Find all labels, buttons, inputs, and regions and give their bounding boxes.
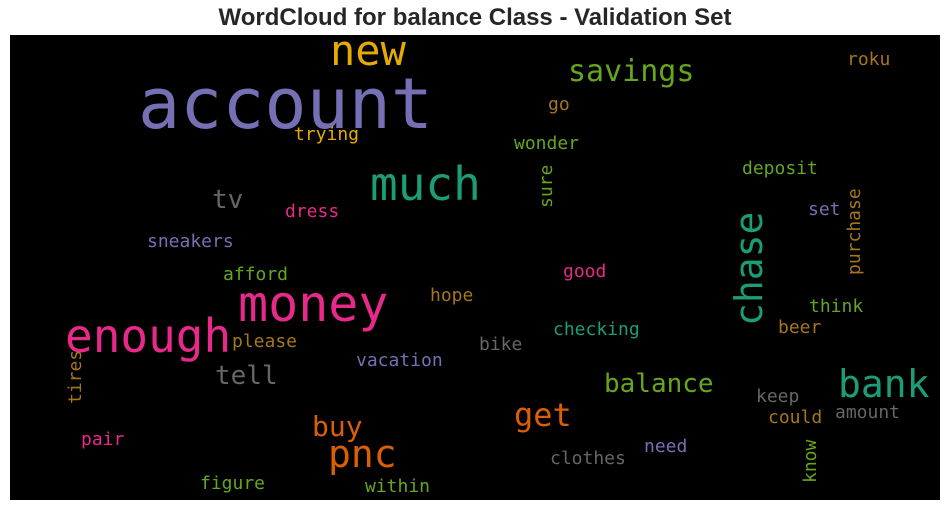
word-tires: tires bbox=[65, 349, 86, 404]
chart-title: WordCloud for balance Class - Validation… bbox=[218, 4, 732, 31]
word-set: set bbox=[808, 199, 841, 220]
word-buy: buy bbox=[312, 410, 363, 443]
word-enough: enough bbox=[65, 309, 232, 363]
word-account: account bbox=[138, 63, 434, 145]
word-clothes: clothes bbox=[550, 448, 626, 469]
word-new: new bbox=[330, 35, 406, 75]
word-dress: dress bbox=[285, 201, 340, 222]
word-figure: figure bbox=[200, 473, 266, 494]
word-purchase: purchase bbox=[844, 188, 865, 275]
word-bike: bike bbox=[479, 334, 523, 355]
word-please: please bbox=[232, 331, 298, 352]
word-could: could bbox=[768, 407, 823, 428]
word-cloud: account new savings roku go trying wonder much d… bbox=[10, 35, 940, 500]
word-tell: tell bbox=[215, 361, 278, 391]
word-afford: afford bbox=[223, 264, 289, 285]
word-beer: beer bbox=[778, 317, 822, 338]
word-think: think bbox=[809, 296, 864, 317]
word-amount: amount bbox=[835, 402, 901, 423]
word-within: within bbox=[365, 476, 431, 497]
word-money: money bbox=[238, 275, 389, 333]
word-keep: keep bbox=[756, 386, 800, 407]
word-pnc: pnc bbox=[328, 432, 397, 476]
word-good: good bbox=[563, 261, 607, 282]
word-need: need bbox=[644, 436, 688, 457]
word-sure: sure bbox=[536, 164, 557, 208]
word-trying: trying bbox=[294, 124, 360, 145]
word-get: get bbox=[514, 396, 572, 434]
word-savings: savings bbox=[568, 54, 695, 89]
word-bank: bank bbox=[838, 362, 930, 406]
word-vacation: vacation bbox=[356, 350, 443, 371]
word-checking: checking bbox=[553, 319, 640, 340]
word-much: much bbox=[370, 157, 481, 211]
word-sneakers: sneakers bbox=[147, 231, 234, 252]
word-know: know bbox=[800, 439, 821, 483]
word-hope: hope bbox=[430, 285, 474, 306]
word-go: go bbox=[548, 94, 570, 115]
word-deposit: deposit bbox=[742, 158, 818, 179]
word-chase: chase bbox=[727, 211, 771, 326]
word-pair: pair bbox=[81, 429, 125, 450]
word-roku: roku bbox=[847, 49, 891, 70]
word-balance: balance bbox=[604, 369, 714, 399]
word-wonder: wonder bbox=[514, 133, 580, 154]
word-tv: tv bbox=[212, 185, 244, 215]
